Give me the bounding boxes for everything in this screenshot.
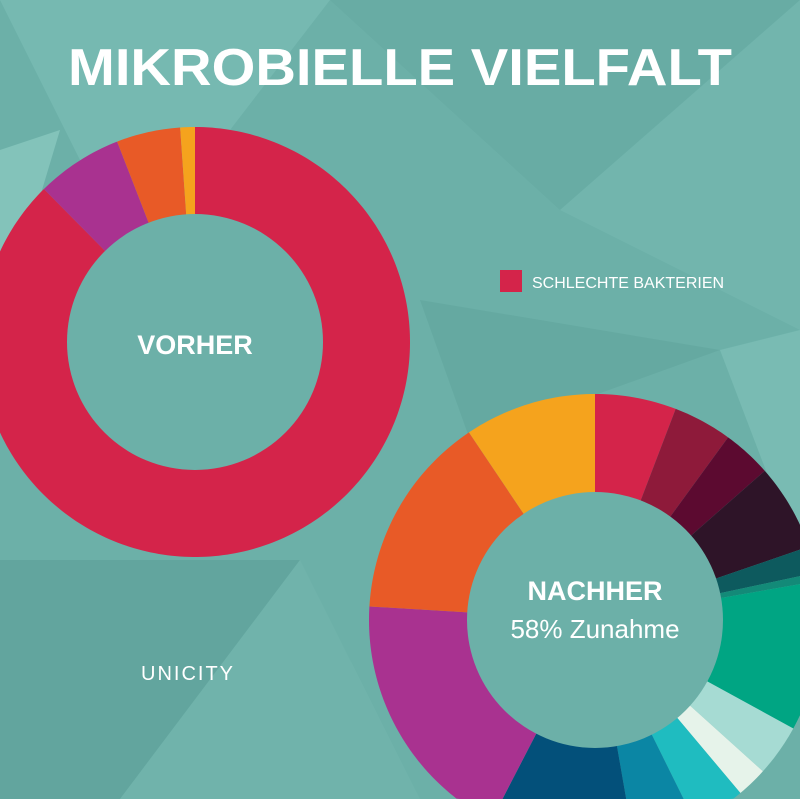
- donut-nachher-hole: [467, 492, 723, 748]
- legend-label: SCHLECHTE BAKTERIEN: [532, 275, 724, 292]
- donut-vorher-hole: [67, 214, 323, 470]
- legend: SCHLECHTE BAKTERIEN: [500, 270, 724, 292]
- unicity-logo: UNICITY: [141, 663, 235, 685]
- page-title: MIKROBIELLE VIELFALT: [68, 39, 732, 97]
- nachher-sublabel: 58% Zunahme: [510, 614, 679, 644]
- vorher-label: VORHER: [137, 330, 253, 360]
- legend-swatch: [500, 270, 522, 292]
- nachher-label: NACHHER: [528, 576, 663, 606]
